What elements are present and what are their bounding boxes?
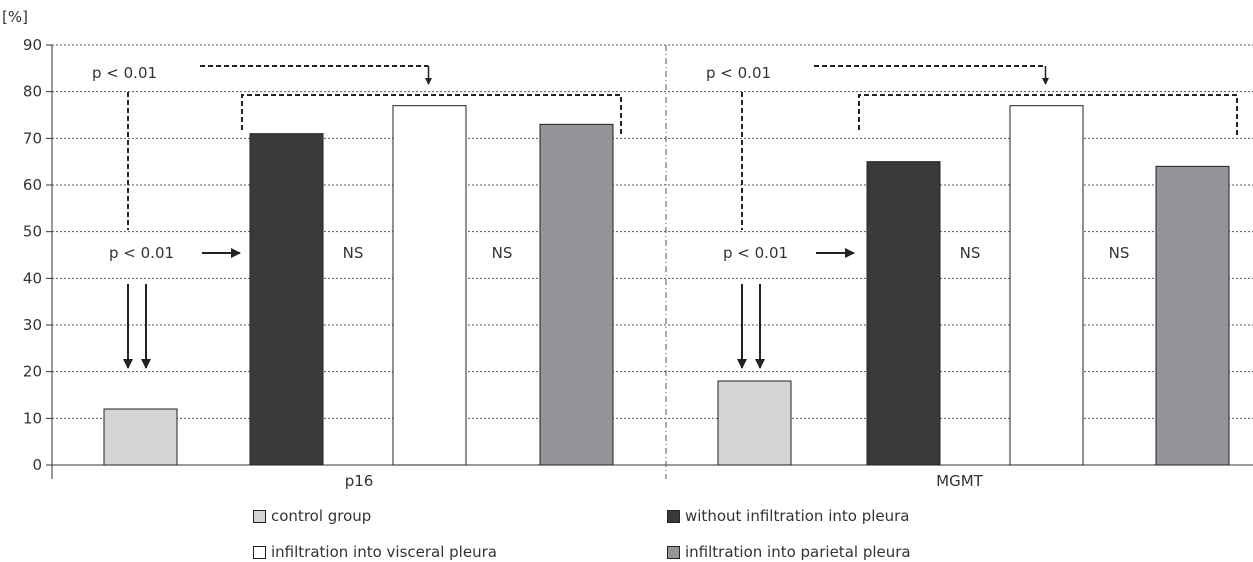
bar-p16-0	[103, 408, 178, 466]
bar-mgmt-1	[866, 161, 941, 466]
y-tick-label-20: 20	[23, 363, 42, 381]
bracket-mgmt	[858, 94, 1238, 135]
bar-mgmt-3	[1155, 165, 1230, 466]
bar-mgmt-2	[1009, 105, 1084, 466]
bar-p16-1	[249, 133, 324, 466]
y-tick-label-50: 50	[23, 223, 42, 241]
bar-p16-3	[539, 123, 614, 466]
legend-swatch-visceral	[253, 545, 266, 559]
y-tick-label-10: 10	[23, 409, 42, 427]
y-tick-label-70: 70	[23, 129, 42, 147]
y-tick-label-60: 60	[23, 176, 42, 194]
y-axis-label: [%]	[2, 8, 28, 26]
legend-swatch-without	[667, 509, 680, 523]
legend-swatch-control	[253, 509, 266, 523]
y-axis: 0 10 20 30 40 50 60 70 80 90 p16 MGMT	[23, 36, 1253, 490]
annotations: p < 0.01 p < 0.01 NS NS p < 0.01 p < 0.01 NS NS	[92, 64, 1238, 369]
legend-item-control-group: control group	[253, 507, 371, 525]
ns-label-2-mgmt: NS	[1109, 244, 1130, 262]
category-label-mgmt: MGMT	[936, 472, 984, 490]
bars	[103, 105, 1230, 466]
y-tick-label-80: 80	[23, 83, 42, 101]
bracket-p16	[241, 94, 622, 135]
y-tick-label-40: 40	[23, 269, 42, 287]
bar-p16-2	[392, 105, 467, 466]
p-value-top-p16: p < 0.01	[92, 64, 157, 82]
ns-label-1-p16: NS	[343, 244, 364, 262]
legend-item-parietal: infiltration into parietal pleura	[667, 543, 911, 561]
legend-swatch-parietal	[667, 545, 680, 559]
category-label-p16: p16	[345, 472, 374, 490]
legend-label-visceral: infiltration into visceral pleura	[271, 543, 497, 561]
y-tick-label-90: 90	[23, 36, 42, 54]
y-tick-label-0: 0	[32, 456, 42, 474]
ns-label-2-p16: NS	[492, 244, 513, 262]
legend-item-visceral: infiltration into visceral pleura	[253, 543, 497, 561]
legend-label-control: control group	[271, 507, 372, 525]
p-value-mid-p16: p < 0.01	[109, 244, 174, 262]
y-tick-label-30: 30	[23, 316, 42, 334]
legend-label-without: without infiltration into pleura	[685, 507, 910, 525]
p-value-top-mgmt: p < 0.01	[706, 64, 771, 82]
ns-label-1-mgmt: NS	[960, 244, 981, 262]
bar-mgmt-0	[717, 380, 792, 466]
p-value-mid-mgmt: p < 0.01	[723, 244, 788, 262]
legend-item-without-infiltration: without infiltration into pleura	[667, 507, 909, 525]
legend-label-parietal: infiltration into parietal pleura	[685, 543, 911, 561]
